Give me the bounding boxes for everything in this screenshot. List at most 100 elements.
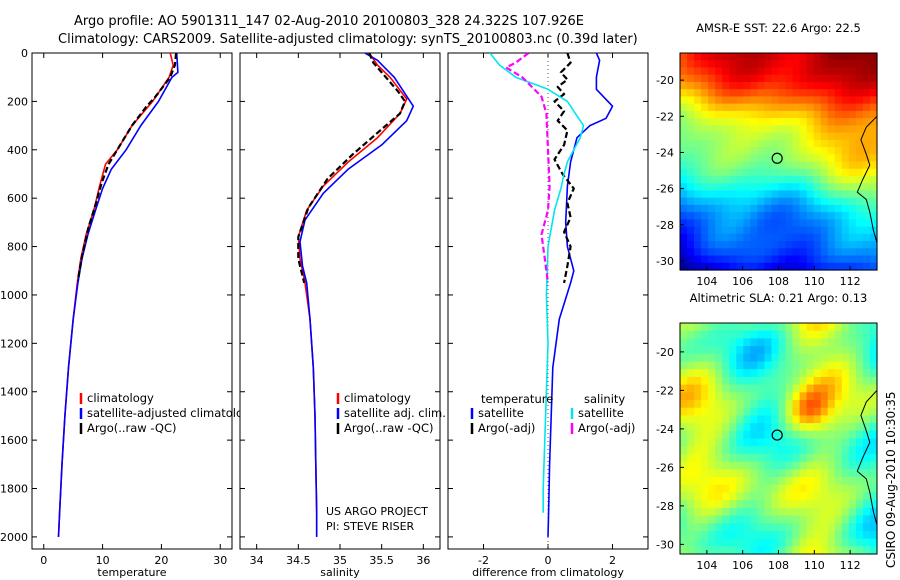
heatmap-cell <box>848 438 857 447</box>
heatmap-cell <box>869 262 878 271</box>
heatmap-cell <box>743 53 751 61</box>
heatmap-cell <box>729 430 737 440</box>
heatmap-cell <box>687 523 695 532</box>
heatmap-cell <box>869 248 878 257</box>
heatmap-cell <box>820 446 829 455</box>
heatmap-cell <box>743 515 751 524</box>
heatmap-cell <box>799 226 808 235</box>
heatmap-cell <box>757 96 766 105</box>
heatmap-cell <box>764 248 773 257</box>
y-tick-label: -26 <box>656 461 674 474</box>
heatmap-cell <box>869 500 878 509</box>
heatmap-cell <box>834 190 843 199</box>
heatmap-cell <box>715 384 723 393</box>
heatmap-cell <box>806 248 815 257</box>
heatmap-cell <box>736 147 744 155</box>
heatmap-cell <box>869 492 878 501</box>
heatmap-cell <box>862 376 871 386</box>
heatmap-cell <box>813 346 822 355</box>
heatmap-cell <box>848 338 857 347</box>
heatmap-cell <box>785 125 794 134</box>
heatmap-cell <box>813 212 822 220</box>
heatmap-cell <box>841 407 850 416</box>
heatmap-cell <box>848 423 857 432</box>
heatmap-cell <box>771 204 780 213</box>
heatmap-cell <box>708 546 716 555</box>
heatmap-cell <box>834 226 843 235</box>
heatmap-cell <box>680 110 688 119</box>
heatmap-cell <box>715 469 723 478</box>
heatmap-cell <box>764 125 773 134</box>
heatmap-cell <box>827 461 836 470</box>
heatmap-cell <box>764 407 773 416</box>
heatmap-cell <box>771 384 780 393</box>
heatmap-cell <box>827 400 836 409</box>
chart-panels: 0 10 20 30020040060080010001200140016001800… <box>0 21 878 579</box>
heatmap-cell <box>715 415 723 424</box>
heatmap-cell <box>792 438 801 447</box>
heatmap-cell <box>827 323 836 332</box>
heatmap-cell <box>701 446 709 455</box>
heatmap-cell <box>715 132 723 141</box>
heatmap-cell <box>701 226 709 235</box>
heatmap-cell <box>680 161 688 170</box>
heatmap-cell <box>778 53 787 61</box>
heatmap-cell <box>729 538 737 547</box>
heatmap-cell <box>694 241 702 249</box>
heatmap-cell <box>771 353 780 363</box>
heatmap-cell <box>869 338 878 347</box>
heatmap-cell <box>722 183 730 192</box>
heatmap-cell <box>778 330 787 339</box>
heatmap-cell <box>813 89 822 97</box>
legend-title-temperature: temperature <box>481 392 553 406</box>
heatmap-cell <box>855 81 864 90</box>
heatmap-cell <box>785 446 794 455</box>
heatmap-cell <box>848 262 857 271</box>
heatmap-cell <box>799 323 808 332</box>
heatmap-cell <box>820 255 829 264</box>
heatmap-cell <box>750 161 758 170</box>
heatmap-cell <box>722 515 730 524</box>
heatmap-cell <box>757 226 766 235</box>
heatmap-cell <box>694 60 702 69</box>
heatmap-cell <box>708 168 716 177</box>
heatmap-cell <box>701 484 709 493</box>
heatmap-cell <box>806 492 815 501</box>
heatmap-cell <box>722 190 730 199</box>
heatmap-cell <box>813 241 822 249</box>
heatmap-cell <box>701 415 709 424</box>
heatmap-cell <box>827 477 836 486</box>
heatmap-cell <box>757 233 766 242</box>
heatmap-cell <box>820 248 829 257</box>
heatmap-cell <box>862 147 871 155</box>
heatmap-cell <box>743 168 751 177</box>
x-tick-label: 104 <box>696 559 717 572</box>
heatmap-cell <box>757 118 766 126</box>
heatmap-cell <box>680 392 688 401</box>
heatmap-cell <box>680 132 688 141</box>
heatmap-cell <box>715 147 723 155</box>
heatmap-cell <box>806 96 815 105</box>
heatmap-cell <box>750 241 758 249</box>
heatmap-cell <box>799 248 808 257</box>
heatmap-cell <box>855 147 864 155</box>
heatmap-cell <box>764 175 773 184</box>
heatmap-cell <box>778 515 787 524</box>
heatmap-cell <box>841 262 850 271</box>
heatmap-cell <box>708 226 716 235</box>
heatmap-cell <box>715 204 723 213</box>
heatmap-cell <box>680 233 688 242</box>
heatmap-cell <box>722 204 730 213</box>
heatmap-cell <box>806 262 815 271</box>
heatmap-cell <box>743 226 751 235</box>
heatmap-cell <box>848 81 857 90</box>
heatmap-cell <box>729 110 737 119</box>
heatmap-cell <box>855 515 864 524</box>
heatmap-cell <box>736 110 744 119</box>
heatmap-cell <box>722 81 730 90</box>
heatmap-cell <box>680 515 688 524</box>
heatmap-cell <box>680 546 688 555</box>
heatmap-cell <box>743 110 751 119</box>
heatmap-cell <box>820 361 829 370</box>
heatmap-cell <box>687 446 695 455</box>
